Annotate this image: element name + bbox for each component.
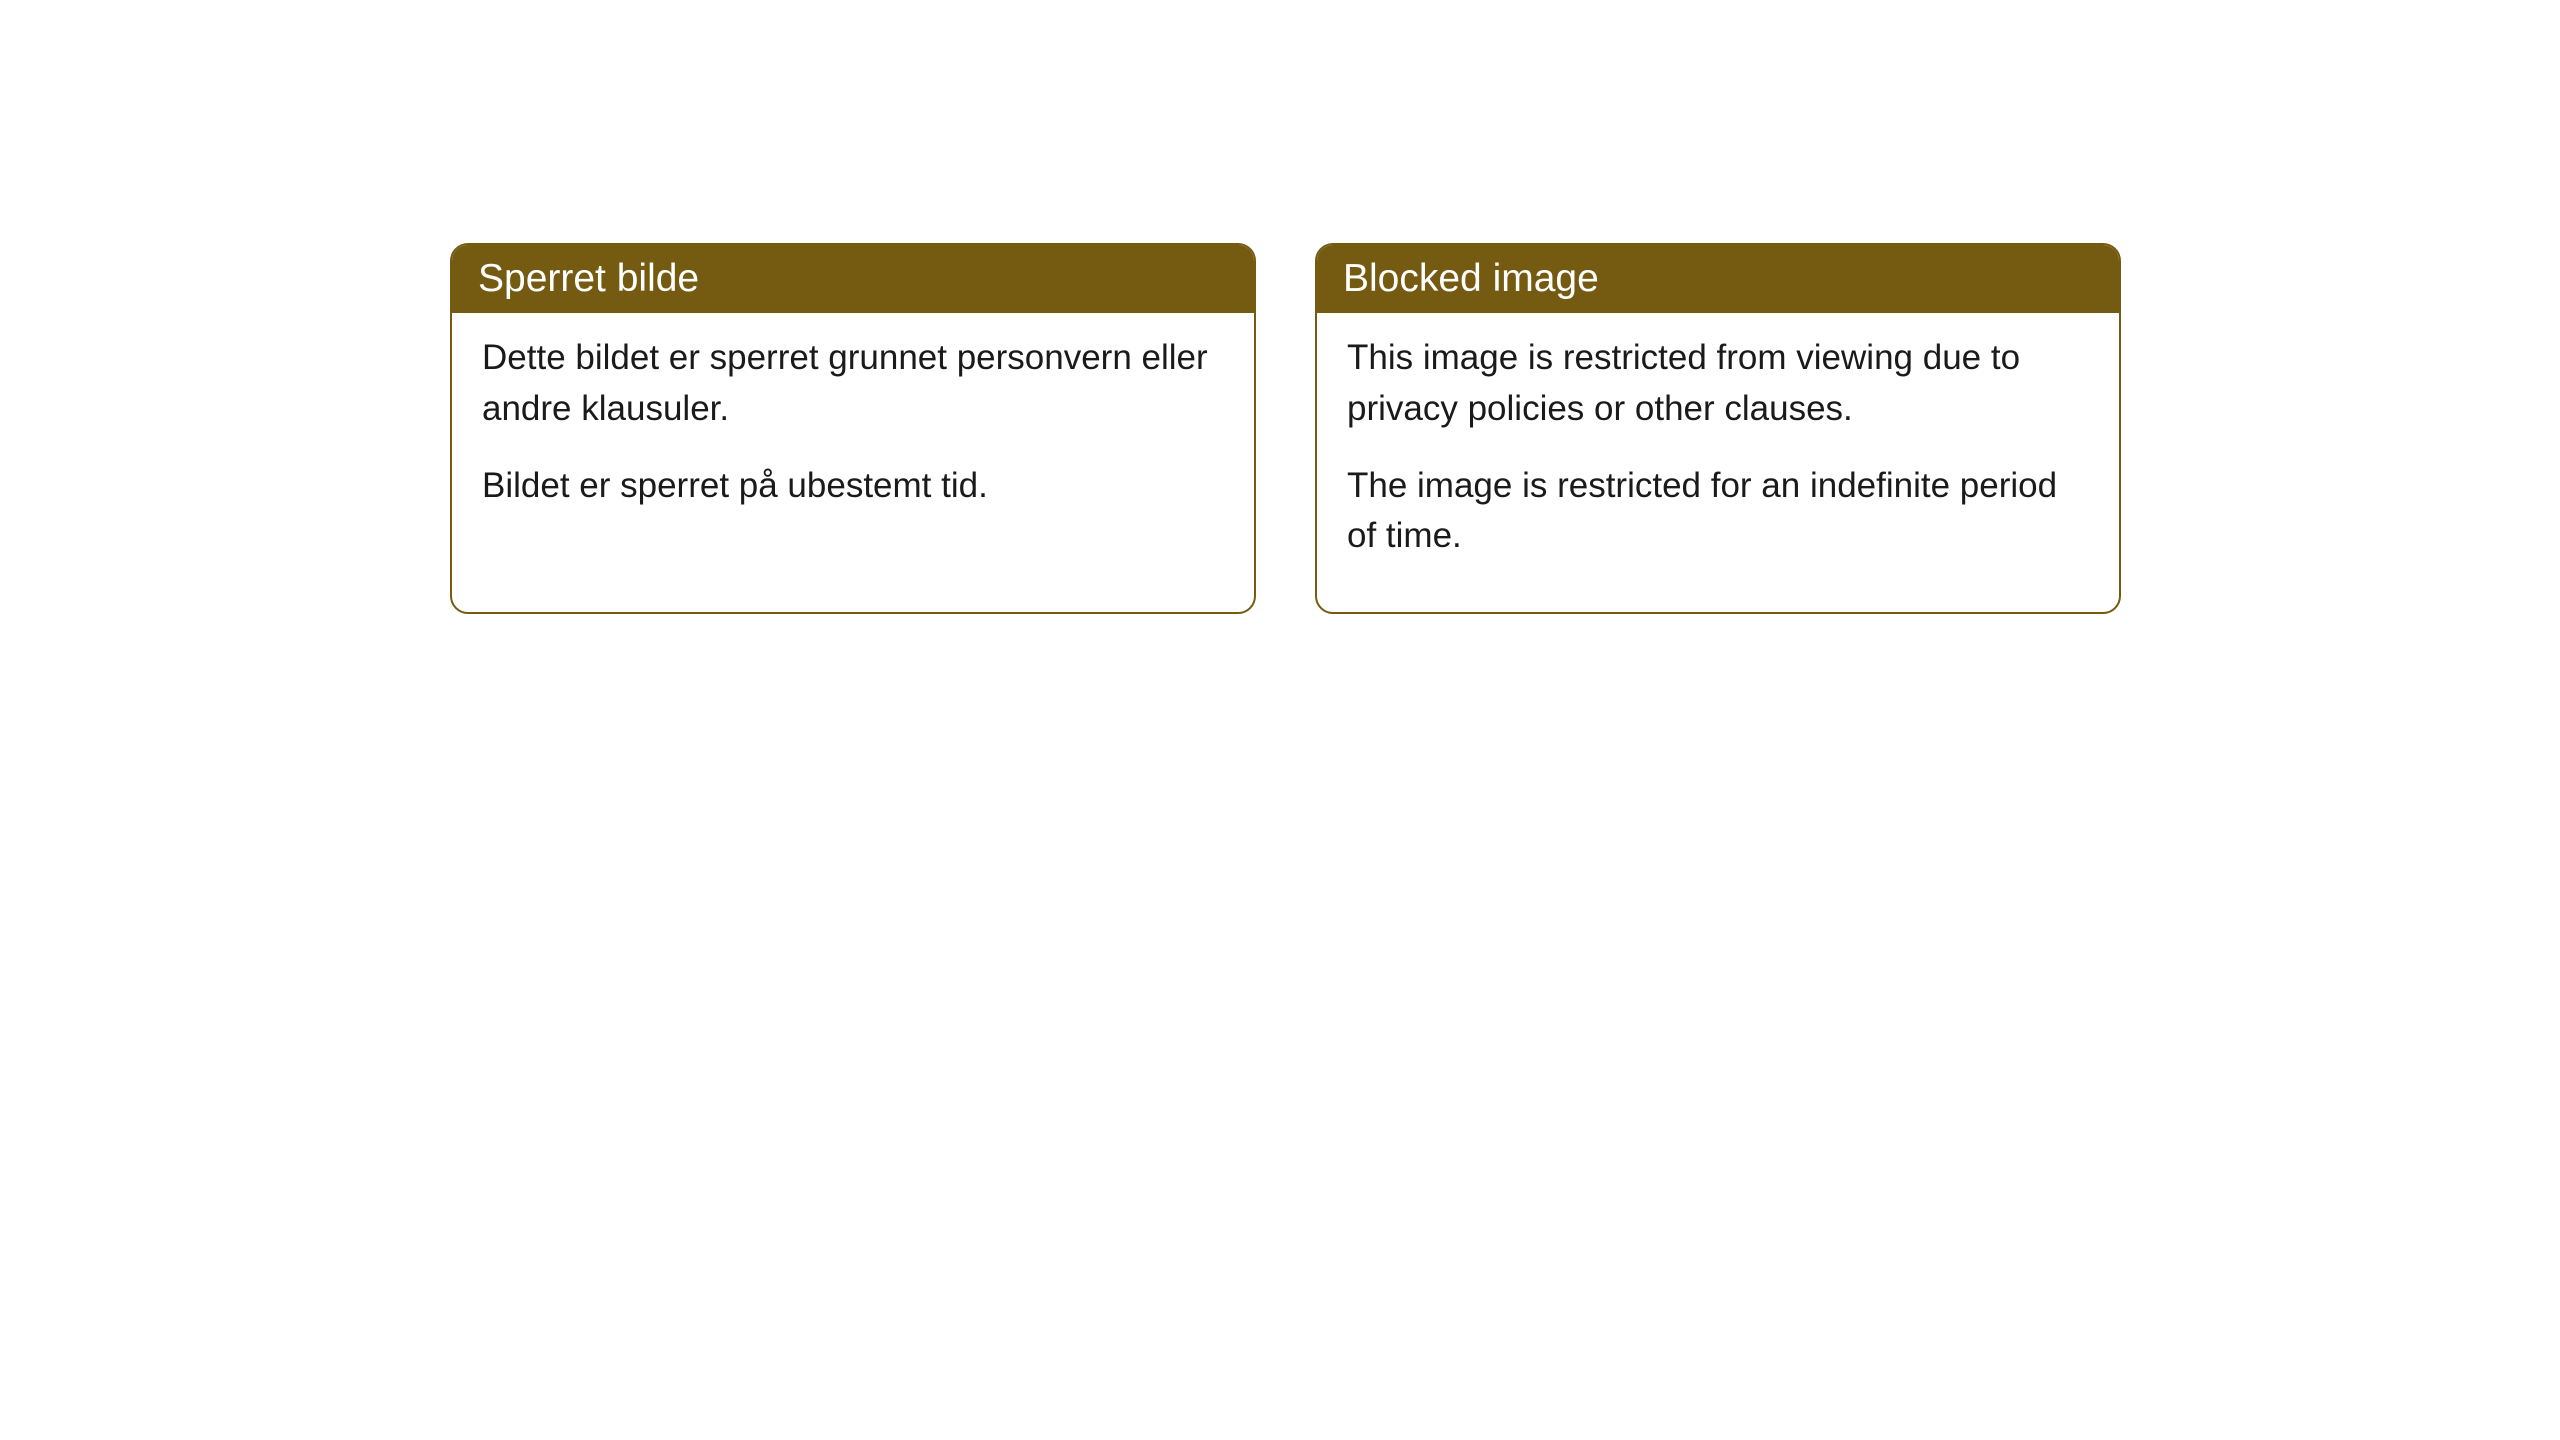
- card-title: Sperret bilde: [478, 257, 699, 300]
- card-paragraph: Bildet er sperret på ubestemt tid.: [482, 461, 1224, 512]
- card-paragraph: This image is restricted from viewing du…: [1347, 333, 2089, 435]
- card-body-norwegian: Dette bildet er sperret grunnet personve…: [452, 313, 1254, 561]
- card-header-norwegian: Sperret bilde: [452, 245, 1254, 313]
- card-header-english: Blocked image: [1317, 245, 2119, 313]
- card-english: Blocked image This image is restricted f…: [1315, 243, 2121, 614]
- card-norwegian: Sperret bilde Dette bildet er sperret gr…: [450, 243, 1256, 614]
- blocked-image-cards: Sperret bilde Dette bildet er sperret gr…: [450, 243, 2121, 614]
- card-paragraph: The image is restricted for an indefinit…: [1347, 461, 2089, 563]
- card-paragraph: Dette bildet er sperret grunnet personve…: [482, 333, 1224, 435]
- card-body-english: This image is restricted from viewing du…: [1317, 313, 2119, 612]
- card-title: Blocked image: [1343, 257, 1599, 300]
